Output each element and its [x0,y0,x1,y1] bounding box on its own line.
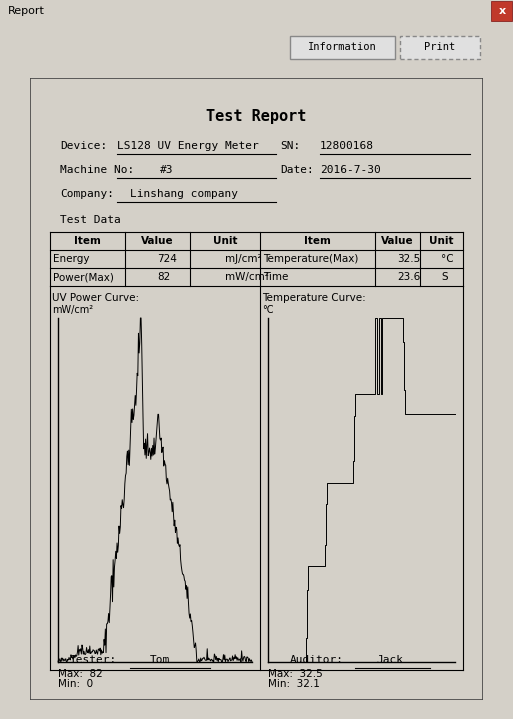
Text: Unit: Unit [429,236,454,246]
FancyBboxPatch shape [400,36,480,60]
Text: °C: °C [262,305,273,315]
Text: Power(Max): Power(Max) [53,272,114,282]
Text: S: S [442,272,448,282]
Text: °C: °C [442,254,454,264]
Text: Test Report: Test Report [206,109,306,124]
Text: SN:: SN: [280,141,300,151]
Text: Print: Print [424,42,456,52]
Text: mJ/cm²: mJ/cm² [225,254,262,264]
Text: 32.5: 32.5 [398,254,421,264]
Text: Tester:: Tester: [70,655,117,664]
Text: #3: #3 [160,165,173,175]
Text: Company:: Company: [60,189,114,199]
Text: 2016-7-30: 2016-7-30 [320,165,381,175]
Text: UV Power Curve:: UV Power Curve: [52,293,139,303]
Text: Tom: Tom [150,655,170,664]
Text: Value: Value [381,236,414,246]
Text: Jack: Jack [377,655,404,664]
Text: Time: Time [263,272,288,282]
Text: Temperature(Max): Temperature(Max) [263,254,359,264]
Text: mW/cm²: mW/cm² [225,272,269,282]
Text: LS128 UV Energy Meter: LS128 UV Energy Meter [117,141,259,151]
FancyBboxPatch shape [491,1,512,22]
Text: Energy: Energy [53,254,89,264]
Text: Item: Item [304,236,331,246]
Text: Report: Report [8,6,45,16]
Text: Max:  82: Max: 82 [58,669,103,679]
Text: Information: Information [308,42,377,52]
Text: Test Data: Test Data [60,215,121,225]
Text: Max:  32.5: Max: 32.5 [268,669,323,679]
Text: Unit: Unit [213,236,237,246]
FancyBboxPatch shape [290,36,395,60]
Text: Min:  0: Min: 0 [58,679,93,689]
Text: Machine No:: Machine No: [60,165,134,175]
Text: Item: Item [74,236,101,246]
Text: 12800168: 12800168 [320,141,374,151]
Text: 23.6: 23.6 [398,272,421,282]
Text: Date:: Date: [280,165,314,175]
Text: 82: 82 [157,272,171,282]
Text: Temperature Curve:: Temperature Curve: [262,293,366,303]
Text: Value: Value [141,236,174,246]
Text: Auditor:: Auditor: [290,655,344,664]
Text: Device:: Device: [60,141,107,151]
Text: x: x [499,6,506,16]
Text: Linshang company: Linshang company [130,189,238,199]
Text: mW/cm²: mW/cm² [52,305,93,315]
Text: Min:  32.1: Min: 32.1 [268,679,320,689]
Text: 724: 724 [157,254,177,264]
